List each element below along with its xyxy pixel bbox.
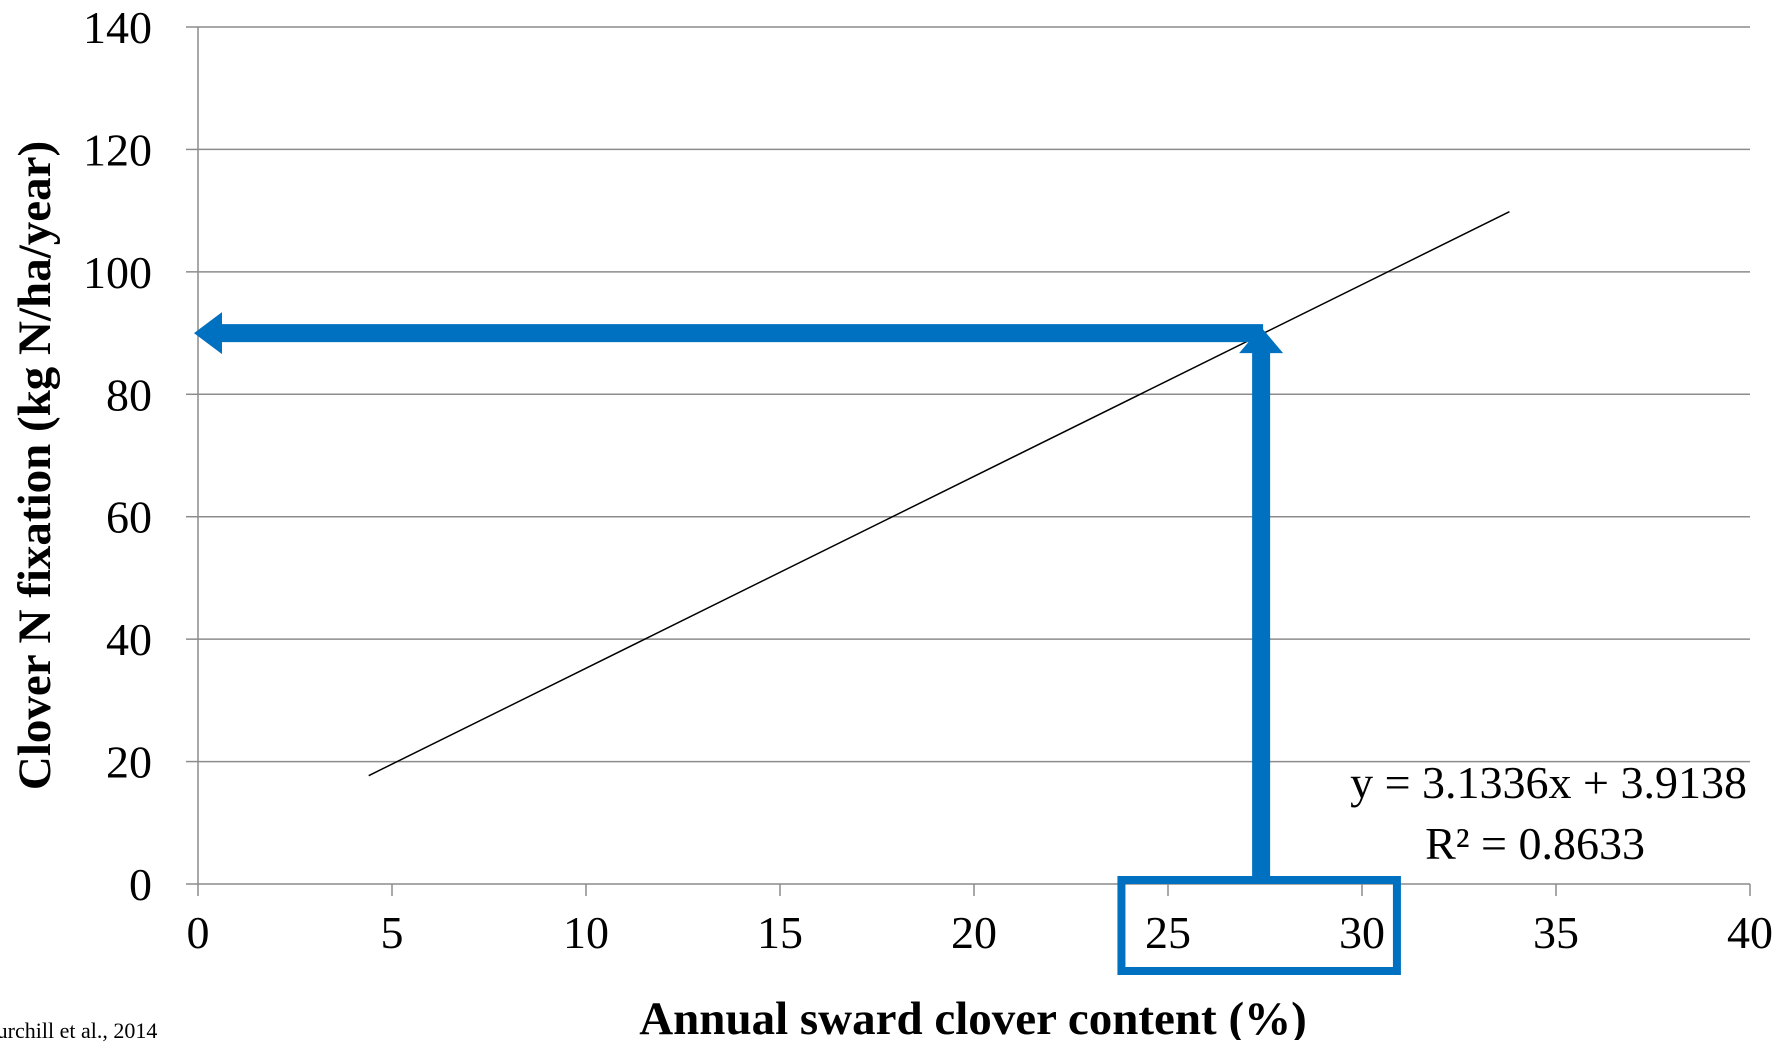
arrow-left-head (194, 312, 222, 355)
x-tick-label-0: 0 (187, 907, 210, 958)
gridlines (198, 26, 1750, 763)
trendline-r2: R² = 0.8633 (1425, 818, 1645, 869)
x-tick-label-15: 15 (757, 907, 803, 958)
axes (186, 26, 1751, 896)
y-tick-label-60: 60 (106, 492, 152, 543)
x-tick-label-40: 40 (1727, 907, 1773, 958)
x-tick-label-5: 5 (381, 907, 404, 958)
trendline (368, 211, 1510, 777)
x-tick-label-20: 20 (951, 907, 997, 958)
y-tick-label-80: 80 (106, 369, 152, 420)
x-axis-label: Annual sward clover content (%) (639, 993, 1307, 1040)
y-tick-labels: 0 20 40 60 80 100 120 140 (83, 2, 152, 910)
x-tick-label-10: 10 (563, 907, 609, 958)
y-tick-label-100: 100 (83, 247, 152, 298)
x-tick-label-30: 30 (1339, 907, 1385, 958)
y-tick-label-140: 140 (83, 2, 152, 53)
y-axis-label: Clover N fixation (kg N/ha/year) (9, 141, 61, 790)
y-tick-label-20: 20 (106, 737, 152, 788)
x-tick-label-35: 35 (1533, 907, 1579, 958)
source-citation: Burchill et al., 2014 (0, 1018, 158, 1043)
x-tick-labels: 0 5 10 15 20 25 30 35 40 (187, 907, 1774, 958)
y-tick-label-40: 40 (106, 614, 152, 665)
y-tick-label-120: 120 (83, 124, 152, 175)
trendline-equation: y = 3.1336x + 3.9138 (1350, 757, 1747, 808)
y-tick-label-0: 0 (129, 859, 152, 910)
x-tick-label-25: 25 (1145, 907, 1191, 958)
annotations (194, 312, 1401, 975)
